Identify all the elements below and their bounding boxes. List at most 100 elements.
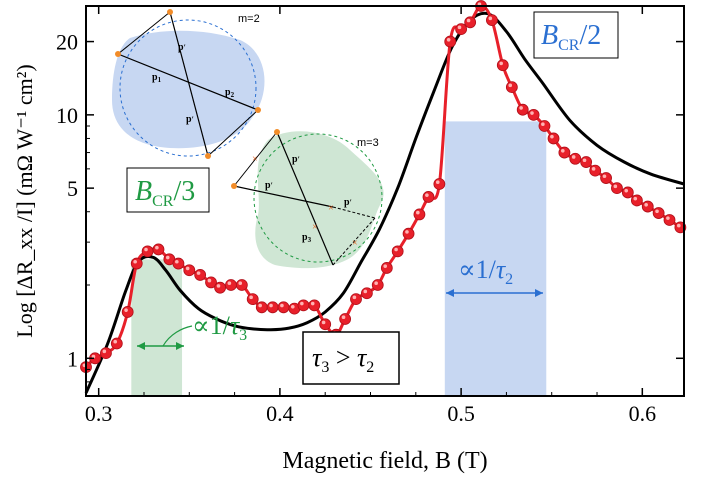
inset-m3-vector-4 — [332, 206, 376, 219]
data-point-highlight — [561, 148, 565, 153]
bcr3-annotation: BCR/3 — [135, 176, 195, 210]
data-point — [391, 245, 404, 258]
tau3-arrowhead-left — [137, 342, 145, 350]
data-point — [246, 293, 259, 306]
axis-ticks: 0.3 0.4 0.5 0.6 1 5 10 20 — [56, 6, 684, 426]
data-point — [413, 208, 426, 221]
tau2-annotation: ∝1/τ2 — [458, 255, 513, 288]
data-point-highlight — [374, 281, 378, 286]
data-point-highlight — [666, 216, 670, 220]
inset-m2-vector-3 — [117, 11, 171, 55]
data-point — [641, 200, 654, 213]
data-point-highlight — [508, 83, 513, 88]
inset-m2-blob — [112, 30, 265, 149]
tau2-arrowhead-left — [446, 289, 454, 297]
data-point-highlight — [613, 184, 618, 189]
data-point-highlight — [425, 193, 429, 197]
data-point-highlight — [258, 303, 262, 308]
data-point-highlight — [133, 259, 137, 264]
x-axis-label: Magnetic field, B (T) — [282, 448, 487, 474]
inset-m3-vector-5 — [332, 217, 376, 266]
inset-m3-vector-label: p′ — [265, 180, 273, 191]
data-point — [580, 156, 593, 168]
bcr2-annotation: BCR/2 — [541, 20, 601, 54]
data-point-highlight — [227, 281, 232, 286]
data-point-highlight — [341, 315, 346, 320]
data-point — [505, 81, 518, 94]
y-tick-label: 5 — [67, 176, 78, 201]
inset-m3-blob — [255, 131, 384, 269]
data-point-highlight — [269, 303, 273, 308]
data-point — [600, 172, 612, 184]
data-point — [444, 35, 457, 48]
data-point — [569, 152, 582, 165]
inset-m2-point — [115, 51, 121, 57]
data-point — [611, 182, 623, 195]
data-point-highlight — [144, 247, 148, 252]
data-point-highlight — [394, 247, 398, 252]
data-point — [100, 347, 112, 360]
data-point — [141, 245, 154, 258]
data-point — [121, 306, 134, 318]
data-point — [277, 301, 290, 314]
data-point-highlight — [216, 284, 221, 288]
y-tick-label: 10 — [56, 103, 78, 128]
data-point-highlight — [102, 349, 107, 354]
inset-m3-vector-label: p′ — [344, 197, 352, 208]
data-point-highlight — [499, 61, 503, 66]
data-point-highlight — [207, 278, 212, 283]
data-point-highlight — [644, 202, 648, 207]
inset-m3-cross: × — [312, 222, 318, 233]
data-point — [455, 23, 468, 36]
data-point-highlight — [175, 259, 179, 264]
data-point-highlight — [602, 174, 607, 179]
data-point-highlight — [466, 18, 471, 23]
bcr2-box — [533, 11, 619, 59]
y-axis-label: Log [ΔR_xx /I] (mΩ W⁻¹ cm²) — [12, 64, 37, 337]
data-point-highlight — [457, 25, 462, 30]
data-point — [663, 214, 676, 226]
theory-fit-line — [84, 11, 685, 394]
data-point — [380, 262, 393, 274]
inset-m2-label: m=2 — [238, 13, 260, 25]
data-point — [558, 146, 571, 159]
inset-m3-vector-1 — [233, 185, 334, 208]
data-point-highlight — [446, 37, 451, 42]
data-point — [339, 313, 352, 325]
shaded-region — [131, 259, 183, 396]
inset-m2-vector-label: p1 — [152, 72, 162, 84]
data-point-highlight — [624, 188, 629, 193]
inset-m3-vector-label: p3 — [302, 232, 312, 244]
data-point — [630, 194, 643, 207]
data-point-highlight — [249, 295, 253, 300]
data-point-highlight — [321, 320, 326, 325]
inset-m2-point — [167, 9, 173, 15]
data-point — [621, 186, 634, 199]
data-point — [516, 103, 529, 116]
data-point-highlight — [519, 106, 523, 110]
data-point — [538, 120, 551, 132]
data-point — [360, 287, 373, 300]
data-point-highlight — [113, 339, 118, 344]
inset-m3-cross: × — [328, 203, 334, 214]
data-point — [235, 279, 248, 291]
data-point-highlight — [363, 289, 368, 294]
data-point-highlight — [280, 303, 284, 308]
data-point-highlight — [310, 301, 315, 306]
data-point-highlight — [405, 230, 409, 234]
data-point-highlight — [124, 308, 128, 312]
shaded-region — [444, 121, 547, 396]
x-tick-label: 0.3 — [85, 401, 113, 426]
inset-m2-vector-label: p′ — [186, 114, 194, 125]
inset-m3-vector-label: p′ — [292, 154, 300, 165]
data-point-highlight — [300, 301, 304, 306]
x-tick-label: 0.6 — [629, 401, 657, 426]
data-point — [527, 108, 540, 121]
data-point-highlight — [383, 264, 388, 268]
data-point — [183, 264, 196, 277]
inset-m3-vector-3 — [233, 131, 278, 187]
bcr3-box — [126, 167, 210, 213]
inset-m2-diagram: m=2 p1 p2 p′ p′ — [112, 9, 265, 159]
inset-m3-vector-2 — [276, 131, 334, 266]
